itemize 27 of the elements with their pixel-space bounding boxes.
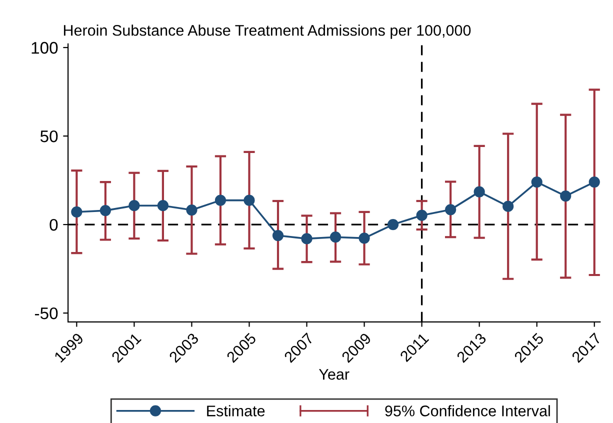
point [358,232,370,244]
point [445,204,456,216]
point [128,200,140,212]
point [502,200,514,212]
point [100,205,111,216]
point [244,194,255,206]
point [301,233,312,244]
point [330,232,342,243]
point [387,218,399,230]
point [474,186,485,198]
y-tick-label: -50 [34,307,58,320]
point [214,194,226,206]
text: 95% Confidence Interval [385,405,550,416]
point [560,190,572,202]
point [416,210,428,221]
y-tick-label: 0 [50,218,58,231]
point [588,176,600,188]
point [71,206,82,218]
x-axis-title: Year [318,369,350,380]
chart-title: Heroin Substance Abuse Treatment Admissions per 100,000 [64,24,471,39]
y-tick-label: 50 [40,130,58,142]
point [531,176,542,188]
y-tick-label: 100 [32,42,58,54]
point [272,230,284,242]
legend-label: Estimate [207,405,265,416]
point [157,200,169,212]
point [186,204,198,216]
